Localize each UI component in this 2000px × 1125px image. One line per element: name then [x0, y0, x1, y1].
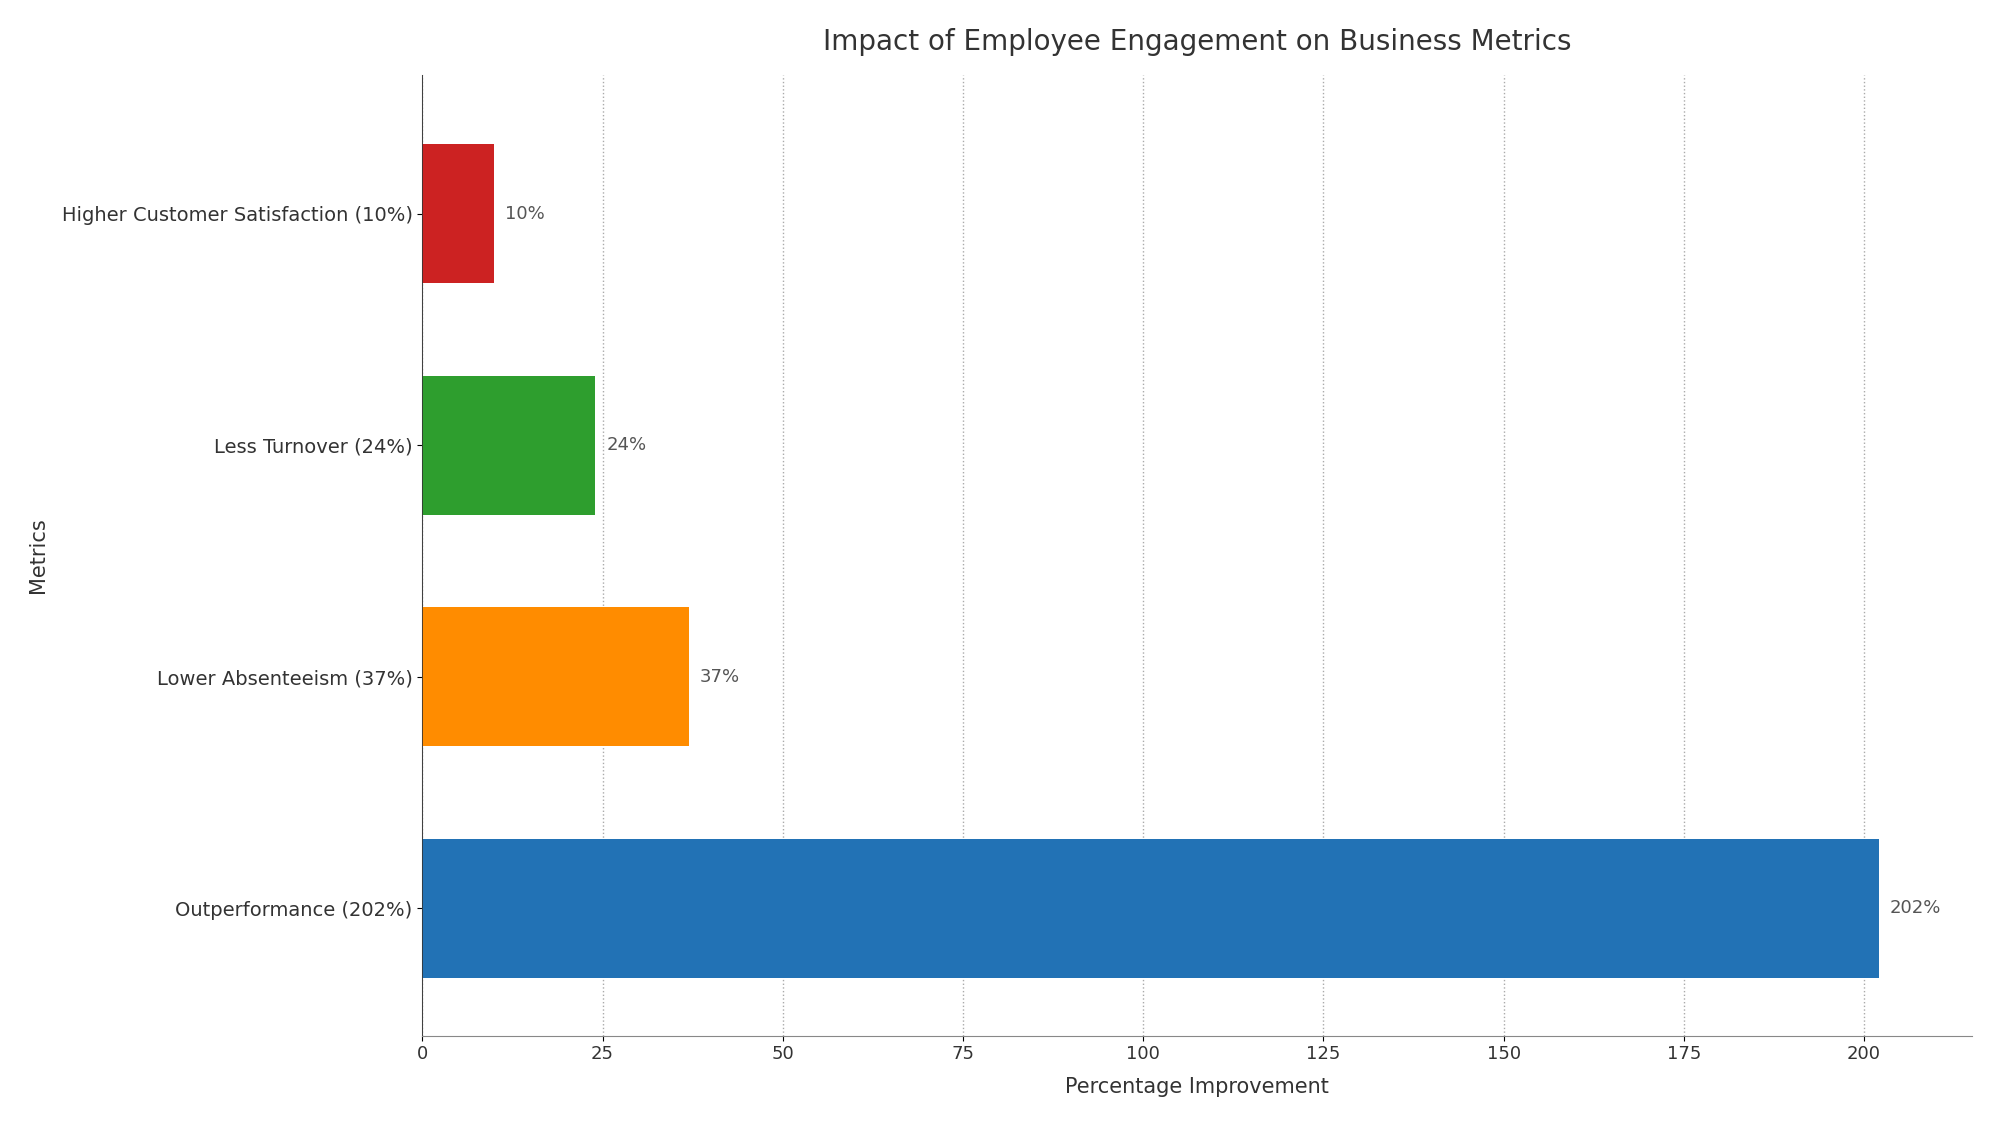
- Text: 37%: 37%: [700, 668, 740, 686]
- Bar: [422, 376, 596, 514]
- Bar: [422, 608, 690, 746]
- Y-axis label: Metrics: Metrics: [28, 518, 48, 593]
- Text: 10%: 10%: [506, 205, 546, 223]
- Text: 24%: 24%: [606, 436, 646, 454]
- Title: Impact of Employee Engagement on Business Metrics: Impact of Employee Engagement on Busines…: [824, 28, 1572, 56]
- X-axis label: Percentage Improvement: Percentage Improvement: [1066, 1078, 1330, 1097]
- Text: 202%: 202%: [1890, 899, 1940, 917]
- Bar: [422, 144, 494, 284]
- Bar: [422, 839, 1878, 978]
